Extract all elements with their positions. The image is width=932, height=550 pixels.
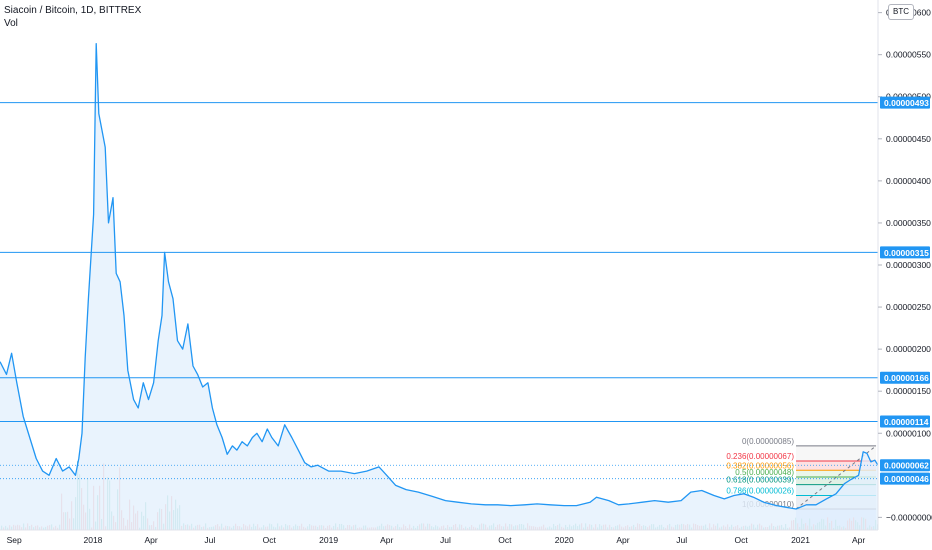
y-tick-label: 0.00000150	[886, 386, 931, 396]
hline-price-tag: 0.00000166	[884, 373, 929, 383]
fib-zone	[796, 484, 877, 496]
y-tick-label: 0.00000100	[886, 428, 931, 438]
y-tick-label: 0.00000200	[886, 344, 931, 354]
x-tick-label: Apr	[144, 535, 157, 545]
x-tick-label: 2020	[555, 535, 574, 545]
x-tick-label: 2021	[791, 535, 810, 545]
price-axis-bg	[878, 0, 932, 550]
fib-level-label: 0.5(0.00000048)	[735, 468, 794, 477]
chart-title: Siacoin / Bitcoin, 1D, BITTREX	[4, 5, 142, 16]
x-tick-label: Sep	[7, 535, 22, 545]
price-tag: 0.00000046	[884, 474, 929, 484]
hline-price-tag: 0.00000114	[884, 417, 929, 427]
fib-zone	[796, 470, 877, 477]
y-tick-label: −0.00000000	[886, 512, 932, 522]
hline-price-tag: 0.00000493	[884, 98, 929, 108]
x-tick-label: Apr	[852, 535, 865, 545]
y-tick-label: 0.00000550	[886, 50, 931, 60]
y-tick-label: 0.00000450	[886, 134, 931, 144]
x-tick-label: Apr	[380, 535, 393, 545]
hline-price-tag-bg	[880, 371, 930, 384]
time-axis-bg	[0, 530, 932, 550]
x-tick-label: Jul	[676, 535, 687, 545]
chart-legend: Siacoin / Bitcoin, 1D, BITTREX Vol	[4, 4, 141, 30]
price-tag-bg	[880, 459, 930, 472]
x-tick-label: Jul	[204, 535, 215, 545]
fib-zone	[796, 477, 877, 485]
fib-level-label: 0.236(0.00000067)	[726, 452, 794, 461]
price-line	[0, 43, 879, 510]
fib-level-label: 0(0.00000085)	[742, 437, 794, 446]
hline-price-tag: 0.00000315	[884, 248, 929, 258]
hline-price-tag-bg	[880, 246, 930, 259]
price-area	[0, 43, 878, 530]
fib-level-label: 0.382(0.00000056)	[726, 461, 794, 470]
hline-price-tag-bg	[880, 96, 930, 109]
y-tick-label: 0.00000400	[886, 176, 931, 186]
fib-level-label: 0.618(0.00000039)	[726, 476, 794, 485]
x-tick-label: Oct	[735, 535, 749, 545]
fib-zone	[796, 461, 877, 471]
x-tick-label: Oct	[498, 535, 512, 545]
y-tick-label: 0.00000250	[886, 302, 931, 312]
fib-level-label: 0.786(0.00000026)	[726, 487, 794, 496]
y-tick-label: 0.00000300	[886, 260, 931, 270]
x-tick-label: 2018	[84, 535, 103, 545]
x-tick-label: Apr	[616, 535, 629, 545]
currency-badge[interactable]: BTC	[888, 4, 914, 20]
x-tick-label: Oct	[263, 535, 277, 545]
volume-label: Vol	[4, 18, 18, 29]
price-tag-bg	[880, 472, 930, 485]
y-tick-label: 0.00000350	[886, 218, 931, 228]
hline-price-tag-bg	[880, 415, 930, 428]
x-tick-label: Jul	[440, 535, 451, 545]
fib-zone	[796, 445, 877, 462]
price-tag: 0.00000062	[884, 461, 929, 471]
x-tick-label: 2019	[319, 535, 338, 545]
